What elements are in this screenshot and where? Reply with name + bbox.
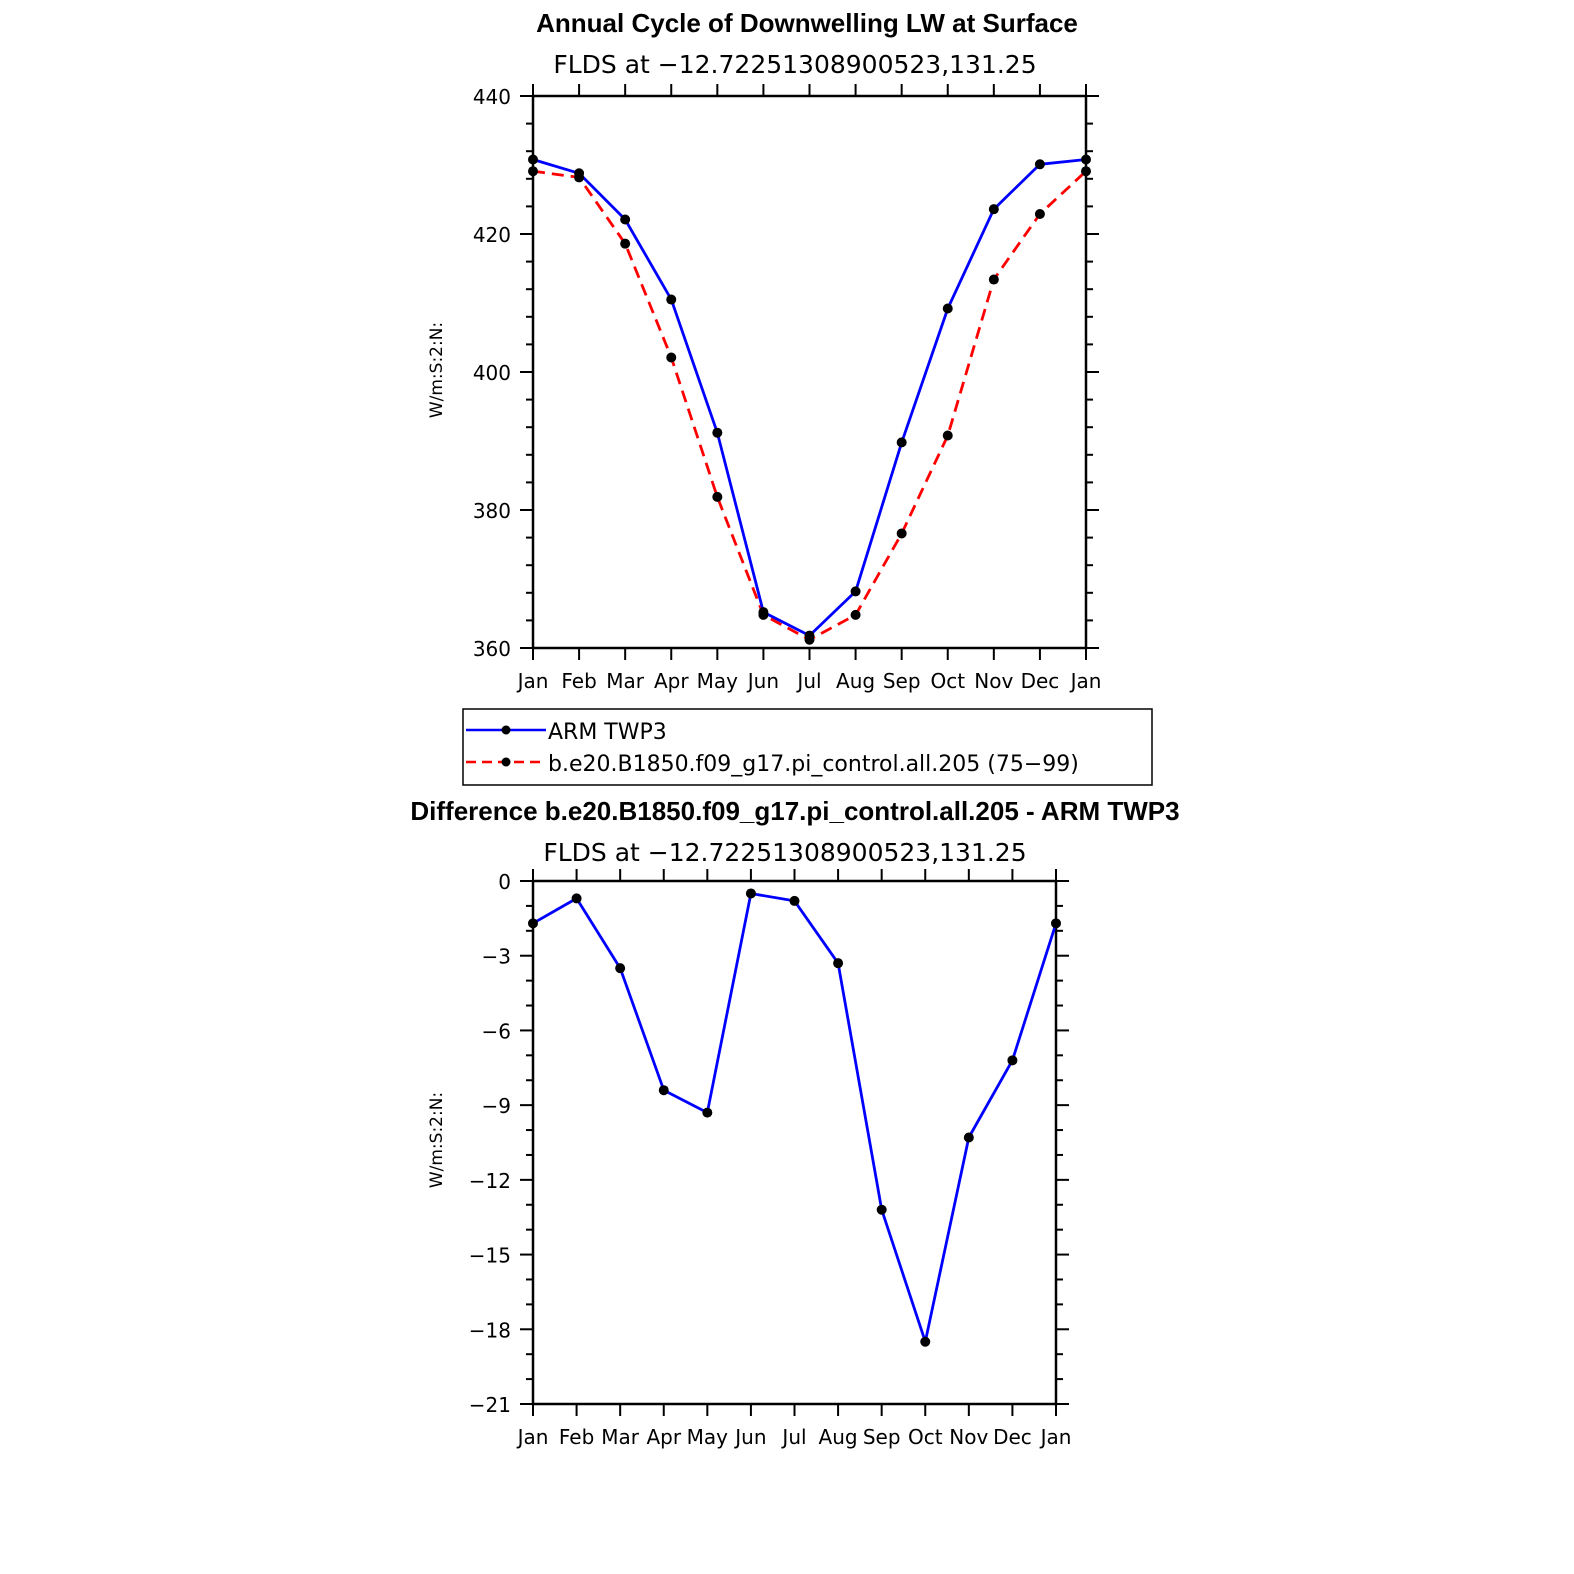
x-tick-label: Dec <box>1021 669 1060 693</box>
data-point-obs <box>528 918 538 929</box>
x-tick-label: May <box>687 1425 729 1449</box>
data-point-obs <box>850 586 861 597</box>
y-tick-label: 420 <box>473 223 511 247</box>
data-point-obs <box>658 1085 669 1096</box>
series-line-obs <box>532 158 1087 637</box>
data-point-obs <box>1034 159 1045 170</box>
data-point-obs <box>1081 154 1091 165</box>
difference-chart: Difference b.e20.B1850.f09_g17.pi_contro… <box>410 796 1179 1449</box>
x-tick-label: Jun <box>733 1425 766 1449</box>
x-tick-label: Mar <box>606 669 645 693</box>
y-tick-label: −21 <box>469 1393 511 1417</box>
x-tick-label: Nov <box>949 1425 988 1449</box>
x-tick-label: Dec <box>993 1425 1032 1449</box>
y-tick-label: 400 <box>473 361 511 385</box>
legend: ARM TWP3 b.e20.B1850.f09_g17.pi_control.… <box>462 708 1153 786</box>
y-tick-label: 380 <box>473 499 511 523</box>
legend-marker-obs <box>501 725 511 735</box>
y-tick-label: −12 <box>469 1169 511 1193</box>
data-point-model <box>1081 166 1091 177</box>
x-tick-label: Feb <box>561 669 596 693</box>
data-point-obs <box>920 1336 931 1347</box>
y-tick-label: −15 <box>469 1244 511 1268</box>
data-point-obs <box>702 1107 713 1118</box>
data-point-model <box>942 430 953 441</box>
y-tick-label: −9 <box>482 1094 511 1118</box>
y-tick-label: −3 <box>482 945 511 969</box>
y-axis-label: W/m:S:2:N: <box>427 1092 447 1188</box>
data-point-obs <box>666 294 677 305</box>
y-tick-label: 440 <box>473 85 511 109</box>
data-point-obs <box>942 303 953 314</box>
chart-title: Annual Cycle of Downwelling LW at Surfac… <box>536 8 1078 38</box>
data-point-obs <box>571 893 582 904</box>
data-point-obs <box>876 1204 887 1215</box>
data-point-model <box>620 238 631 249</box>
x-tick-label: Jul <box>780 1425 806 1449</box>
data-point-obs <box>833 958 844 969</box>
y-axis-label: W/m:S:2:N: <box>427 322 447 418</box>
data-point-model <box>528 166 538 177</box>
data-point-obs <box>1051 918 1061 929</box>
chart-marks: Jan Feb Mar Apr May Jun Jul Aug Sep Oct Nov Dec Jan3… <box>473 84 1102 693</box>
data-point-model <box>666 352 677 363</box>
x-tick-label: Jul <box>795 669 821 693</box>
x-tick-label: Apr <box>646 1425 681 1449</box>
x-tick-label: Oct <box>930 669 965 693</box>
data-point-obs <box>712 427 723 438</box>
series-line-model <box>532 169 1087 642</box>
legend-label-obs: ARM TWP3 <box>548 720 667 745</box>
x-tick-label: Jan <box>1039 1425 1072 1449</box>
x-tick-label: Aug <box>819 1425 858 1449</box>
x-tick-label: Jan <box>516 1425 549 1449</box>
plot-frame <box>531 94 1088 650</box>
data-point-obs <box>963 1132 974 1143</box>
annual-cycle-chart: Annual Cycle of Downwelling LW at Surfac… <box>427 8 1101 693</box>
x-tick-label: Aug <box>836 669 875 693</box>
data-point-obs <box>574 168 585 179</box>
y-tick-label: 0 <box>498 870 511 894</box>
data-point-model <box>896 528 907 539</box>
x-tick-label: Sep <box>863 1425 901 1449</box>
data-point-model <box>1034 208 1045 219</box>
y-tick-label: 360 <box>473 637 511 661</box>
legend-label-model: b.e20.B1850.f09_g17.pi_control.all.205 (… <box>548 752 1079 777</box>
data-point-model <box>988 274 999 285</box>
data-point-obs <box>804 630 815 641</box>
x-tick-label: Jun <box>746 669 779 693</box>
chart-title: Difference b.e20.B1850.f09_g17.pi_contro… <box>410 796 1179 826</box>
data-point-obs <box>528 154 538 165</box>
legend-marker-model <box>501 757 511 767</box>
data-point-obs <box>789 895 800 906</box>
data-point-obs <box>615 963 626 974</box>
x-tick-label: Sep <box>883 669 921 693</box>
data-point-model <box>850 609 861 620</box>
chart-marks: Jan Feb Mar Apr May Jun Jul Aug Sep Oct Nov Dec Jan 0… <box>469 869 1072 1449</box>
chart-subtitle: FLDS at −12.72251308900523,131.25 <box>543 838 1026 867</box>
x-tick-label: Feb <box>559 1425 594 1449</box>
x-tick-label: Jan <box>1069 669 1102 693</box>
x-tick-label: May <box>697 669 739 693</box>
data-point-obs <box>896 437 907 448</box>
data-point-obs <box>745 888 756 899</box>
data-point-obs <box>988 204 999 215</box>
data-point-model <box>712 491 723 502</box>
legend-box <box>462 708 1153 786</box>
x-tick-label: Apr <box>654 669 689 693</box>
data-point-obs <box>620 214 631 225</box>
x-tick-label: Oct <box>908 1425 943 1449</box>
chart-subtitle: FLDS at −12.72251308900523,131.25 <box>553 50 1036 79</box>
y-tick-label: −18 <box>469 1318 511 1342</box>
plot-frame <box>531 879 1058 1406</box>
data-point-obs <box>1007 1055 1018 1066</box>
x-tick-label: Nov <box>974 669 1013 693</box>
data-point-obs <box>758 607 769 618</box>
x-tick-label: Mar <box>601 1425 640 1449</box>
x-tick-label: Jan <box>516 669 549 693</box>
y-tick-label: −6 <box>482 1019 511 1043</box>
series-line-obs <box>532 892 1058 1344</box>
